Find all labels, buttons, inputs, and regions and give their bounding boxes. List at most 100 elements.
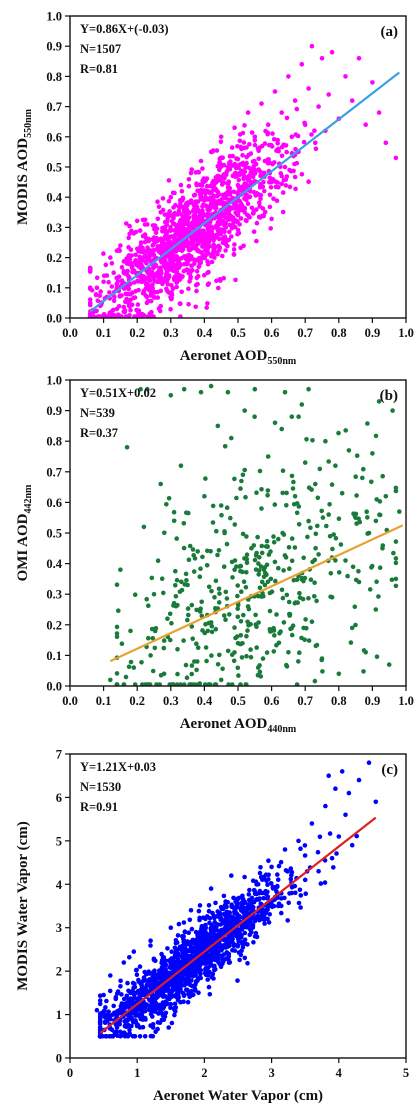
- scatter-point: [213, 578, 219, 584]
- scatter-point: [244, 160, 249, 166]
- scatter-point: [136, 977, 141, 983]
- scatter-point: [171, 215, 176, 221]
- scatter-point: [254, 624, 259, 630]
- scatter-point: [204, 563, 210, 568]
- scatter-point: [154, 270, 160, 276]
- scatter-point: [147, 997, 152, 1003]
- scatter-point: [201, 915, 206, 920]
- scatter-point: [244, 653, 249, 659]
- scatter-point: [112, 294, 117, 300]
- scatter-point: [119, 641, 125, 646]
- scatter-point: [186, 253, 192, 258]
- scatter-point: [107, 1016, 113, 1021]
- scatter-point: [188, 682, 194, 686]
- scatter-point: [144, 261, 149, 266]
- scatter-point: [186, 177, 192, 182]
- scatter-point: [249, 167, 255, 172]
- scatter-point: [262, 921, 267, 926]
- scatter-point: [354, 493, 359, 498]
- y-tick-label: 0.8: [46, 435, 62, 449]
- scatter-point: [128, 297, 133, 303]
- scatter-point: [159, 576, 165, 581]
- y-tick-label: 0.4: [46, 557, 62, 571]
- scatter-point: [142, 1034, 148, 1039]
- scatter-point: [230, 575, 235, 580]
- scatter-point: [230, 947, 235, 953]
- scatter-point: [195, 968, 200, 974]
- scatter-point: [205, 301, 210, 306]
- scatter-point: [200, 204, 205, 209]
- scatter-point: [94, 1007, 100, 1013]
- scatter-point: [315, 849, 321, 855]
- scatter-point: [248, 654, 254, 660]
- scatter-point: [169, 283, 174, 288]
- scatter-point: [167, 996, 172, 1002]
- scatter-point: [282, 847, 288, 852]
- scatter-panel-c: 0 1 2 3 4 5 0 1 2 3 4 5 6 7 Aeronet Water Vapor (cm) MO…: [15, 748, 409, 1105]
- scatter-point: [257, 184, 263, 190]
- scatter-point: [238, 935, 244, 940]
- scatter-point: [184, 578, 189, 583]
- scatter-point: [245, 604, 251, 609]
- scatter-point: [127, 223, 132, 229]
- scatter-point: [221, 214, 227, 219]
- y-tick-label: 0.1: [46, 649, 62, 663]
- scatter-point: [181, 521, 187, 526]
- scatter-point: [237, 138, 243, 144]
- scatter-point: [339, 490, 345, 496]
- scatter-point: [218, 134, 224, 140]
- scatter-point: [234, 905, 240, 910]
- scatter-point: [151, 242, 156, 247]
- scatter-point: [284, 662, 289, 668]
- scatter-point: [145, 222, 150, 227]
- stat-line: N=1507: [80, 42, 121, 56]
- scatter-point: [121, 304, 127, 310]
- scatter-point: [258, 865, 263, 870]
- scatter-point: [306, 86, 311, 91]
- scatter-point: [138, 257, 143, 263]
- scatter-point: [238, 619, 244, 624]
- scatter-point: [336, 570, 342, 575]
- scatter-point: [262, 141, 268, 146]
- scatter-point: [183, 202, 188, 208]
- scatter-point: [169, 621, 174, 626]
- scatter-point: [117, 293, 123, 299]
- scatter-point: [236, 673, 241, 678]
- scatter-point: [232, 125, 237, 130]
- scatter-point: [196, 947, 202, 952]
- scatter-point: [230, 936, 235, 942]
- x-tick-label: 0.2: [129, 694, 145, 708]
- scatter-point: [376, 399, 382, 404]
- scatter-point: [131, 985, 136, 991]
- y-tick-label: 4: [56, 878, 63, 892]
- scatter-point: [184, 207, 190, 212]
- scatter-point: [174, 992, 179, 997]
- y-axis-label: MODIS Water Vapor (cm): [15, 821, 31, 991]
- scatter-point: [251, 940, 256, 945]
- scatter-point: [263, 544, 269, 549]
- scatter-point: [260, 907, 266, 913]
- scatter-point: [194, 607, 199, 613]
- scatter-point: [306, 518, 311, 524]
- x-tick-label: 4: [336, 1066, 343, 1080]
- scatter-point: [327, 502, 332, 507]
- scatter-point: [167, 234, 173, 239]
- scatter-point: [297, 887, 303, 893]
- scatter-point: [192, 659, 197, 664]
- scatter-point: [160, 281, 165, 287]
- scatter-point: [148, 653, 153, 658]
- stat-line: Y=0.51X+0.02: [80, 386, 156, 400]
- scatter-point: [197, 915, 202, 921]
- scatter-point: [272, 633, 277, 638]
- scatter-point: [211, 976, 216, 981]
- scatter-point: [186, 978, 191, 983]
- scatter-point: [289, 869, 295, 875]
- scatter-point: [145, 270, 151, 276]
- scatter-point: [393, 155, 399, 161]
- scatter-point: [393, 556, 399, 561]
- scatter-point: [171, 509, 177, 515]
- scatter-point: [172, 945, 178, 951]
- scatter-point: [268, 549, 273, 554]
- scatter-point: [322, 880, 328, 885]
- scatter-point: [168, 393, 174, 398]
